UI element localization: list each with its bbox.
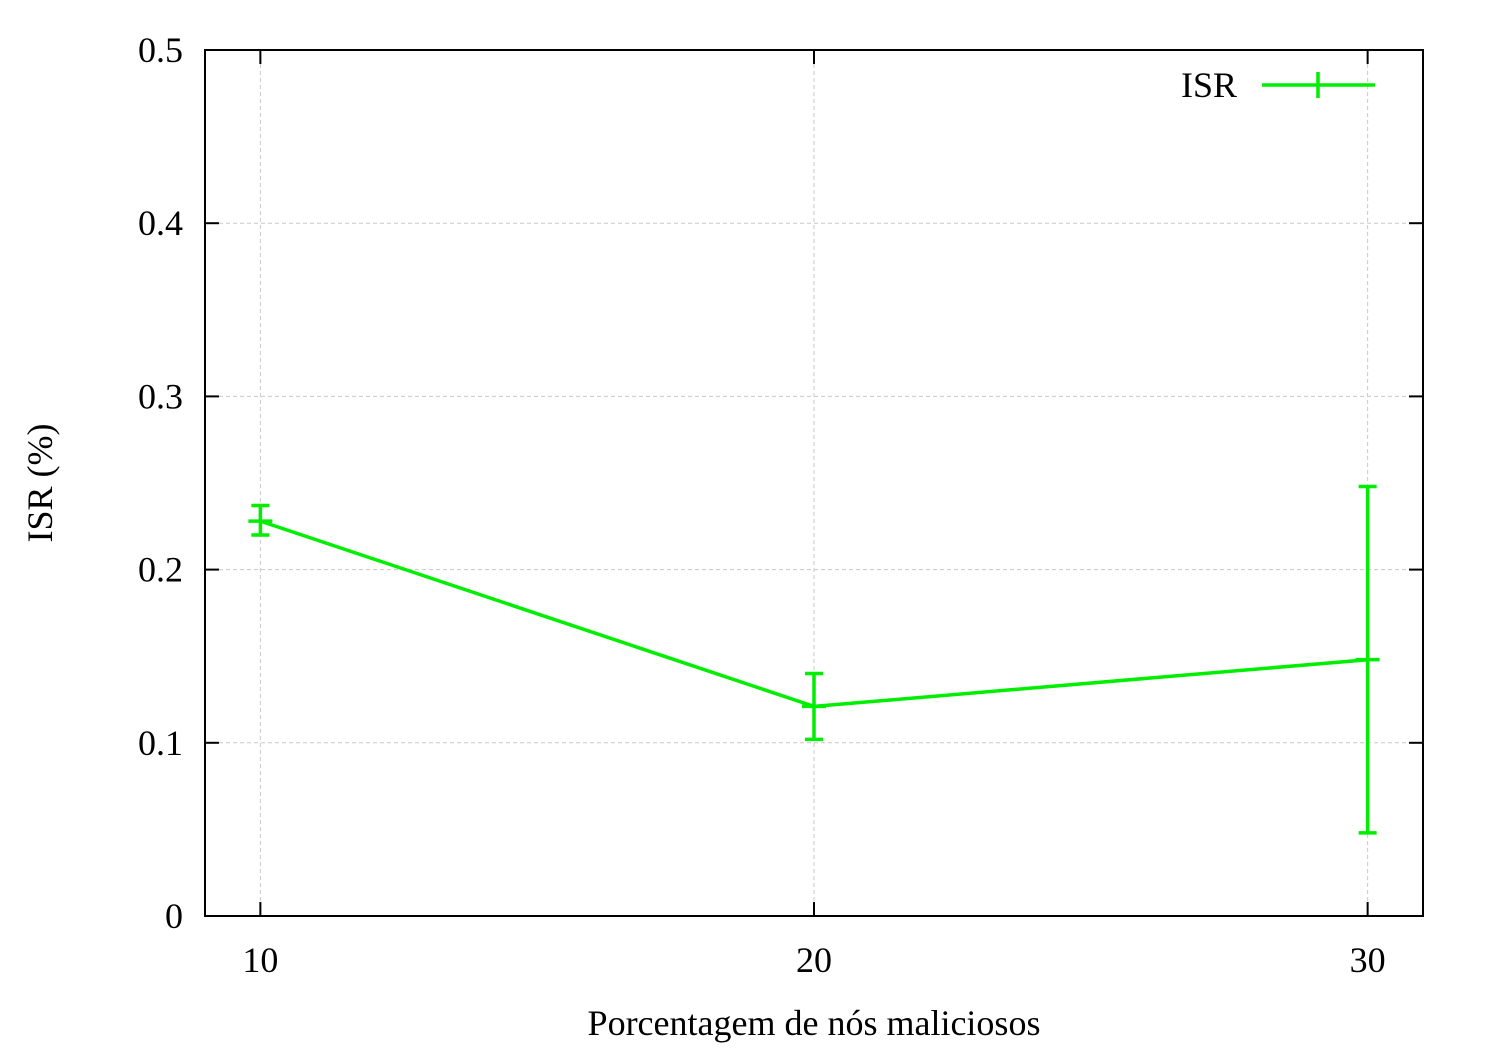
error-bar xyxy=(248,503,273,537)
y-tick-label: 0.2 xyxy=(138,550,183,590)
error-bar xyxy=(802,671,826,742)
series-layer xyxy=(248,484,1380,835)
x-tick-label: 20 xyxy=(796,940,832,980)
x-axis-title: Porcentagem de nós maliciosos xyxy=(588,1003,1041,1043)
tick-labels: 0 0.1 0.2 0.3 0.4 0.5 10 20 30 xyxy=(138,30,1386,980)
legend-swatch-isr xyxy=(1262,72,1375,98)
y-tick-label: 0.5 xyxy=(138,30,183,70)
grid-lines xyxy=(205,50,1423,916)
error-bar xyxy=(1355,484,1380,835)
y-tick-label: 0 xyxy=(165,896,183,936)
legend-label-isr: ISR xyxy=(1181,65,1237,105)
legend: ISR xyxy=(1181,65,1375,105)
x-tick-label: 10 xyxy=(242,940,278,980)
y-tick-label: 0.3 xyxy=(138,376,183,416)
y-tick-label: 0.4 xyxy=(138,203,183,243)
x-tick-label: 30 xyxy=(1350,940,1386,980)
y-axis-title: ISR (%) xyxy=(20,424,60,543)
y-tick-label: 0.1 xyxy=(138,723,183,763)
plot-frame xyxy=(204,49,1424,917)
